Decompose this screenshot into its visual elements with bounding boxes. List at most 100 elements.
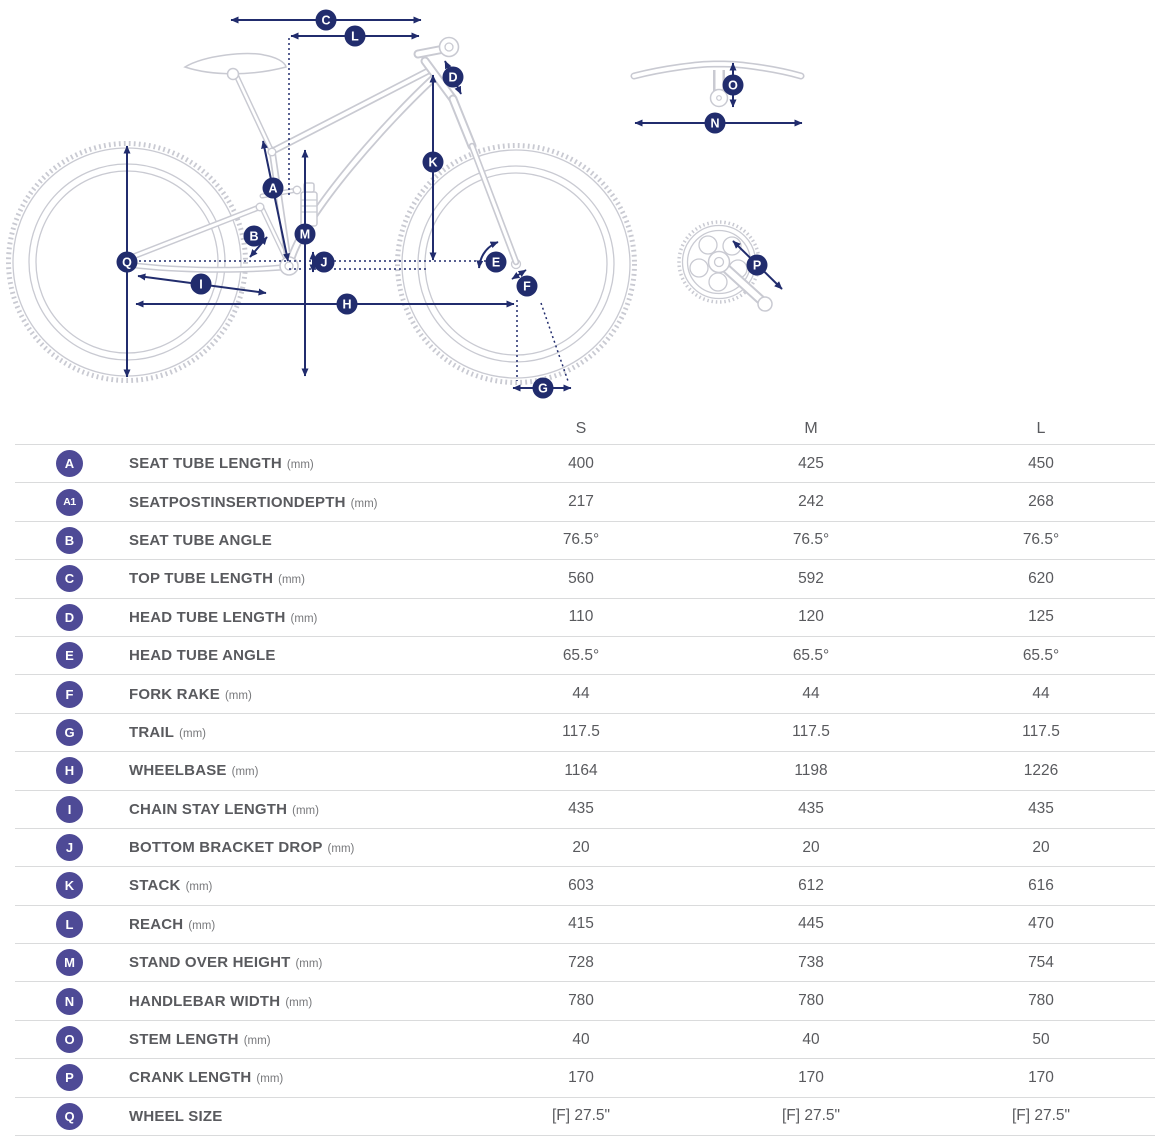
diagram-badges: C L D A B M J K Q I H E F G O N P xyxy=(116,9,768,399)
svg-text:Q: Q xyxy=(122,256,132,270)
table-row: J BOTTOM BRACKET DROP (mm) 20 20 20 xyxy=(15,827,1155,866)
diagram-badge-n: N xyxy=(704,112,726,134)
row-label: HEAD TUBE LENGTH xyxy=(129,608,286,626)
row-value-l: 754 xyxy=(1028,953,1054,971)
row-value-m: 445 xyxy=(798,915,824,933)
row-value-l: 616 xyxy=(1028,876,1054,894)
svg-text:G: G xyxy=(538,382,548,396)
diagram-badge-b: B xyxy=(243,225,265,247)
row-label: WHEEL SIZE xyxy=(129,1107,223,1125)
row-value-m: 44 xyxy=(802,685,820,703)
row-letter-badge: B xyxy=(56,526,83,554)
row-value-m: 435 xyxy=(798,800,824,818)
diagram-badge-g: G xyxy=(532,377,554,399)
row-label: BOTTOM BRACKET DROP xyxy=(129,839,323,857)
row-value-l: 620 xyxy=(1028,569,1054,587)
row-letter-badge: J xyxy=(56,834,83,862)
row-letter-badge: A1 xyxy=(56,488,83,516)
row-label: CHAIN STAY LENGTH xyxy=(129,800,288,818)
row-value-l: 1226 xyxy=(1023,761,1059,779)
table-row: P CRANK LENGTH (mm) 170 170 170 xyxy=(15,1058,1155,1096)
svg-text:N: N xyxy=(710,117,719,131)
svg-text:E: E xyxy=(492,256,500,270)
diagram-badge-i: I xyxy=(190,273,212,295)
table-bottom-line xyxy=(15,1135,1155,1137)
svg-text:M: M xyxy=(300,228,310,242)
row-unit: (mm) xyxy=(327,843,355,856)
row-label: FORK RAKE xyxy=(129,685,220,703)
handlebar-top-view xyxy=(630,60,805,108)
row-unit: (mm) xyxy=(243,1035,271,1048)
row-value-m: 780 xyxy=(798,992,824,1010)
row-unit: (mm) xyxy=(295,958,323,971)
diagram-badge-j: J xyxy=(313,251,335,273)
row-value-l: 470 xyxy=(1028,915,1054,933)
diagram-badge-a: A xyxy=(262,177,284,199)
row-letter-badge: N xyxy=(56,987,83,1015)
row-value-l: 76.5° xyxy=(1022,531,1060,549)
row-value-s: [F] 27.5" xyxy=(551,1107,611,1125)
arc-seat-angle-b xyxy=(249,236,268,258)
row-label: WHEELBASE xyxy=(129,762,227,780)
row-value-m: 20 xyxy=(802,838,820,856)
row-unit: (mm) xyxy=(185,881,213,894)
svg-text:B: B xyxy=(249,230,258,244)
table-row: E HEAD TUBE ANGLE 65.5° 65.5° 65.5° xyxy=(15,635,1155,674)
table-row: C TOP TUBE LENGTH (mm) 560 592 620 xyxy=(15,559,1155,597)
svg-text:P: P xyxy=(753,259,761,273)
table-row: L REACH (mm) 415 445 470 xyxy=(15,904,1155,943)
row-value-m: 40 xyxy=(802,1030,820,1048)
svg-text:F: F xyxy=(523,280,531,294)
geometry-table: S M L A SEAT TUBE LENGTH (mm) 400 425 45… xyxy=(15,413,1155,1137)
row-value-m: 65.5° xyxy=(792,646,830,664)
row-label: SEATPOSTINSERTIONDEPTH xyxy=(129,493,346,511)
diagram-badge-h: H xyxy=(336,293,358,315)
row-value-s: 44 xyxy=(572,685,590,703)
row-value-s: 560 xyxy=(568,569,594,587)
arrow-fork-rake-f xyxy=(511,269,527,280)
row-label: TOP TUBE LENGTH xyxy=(129,570,274,588)
row-unit: (mm) xyxy=(278,574,305,587)
row-value-s: 20 xyxy=(572,838,590,856)
row-unit: (mm) xyxy=(290,612,318,625)
row-unit: (mm) xyxy=(224,689,252,702)
row-unit: (mm) xyxy=(292,804,319,817)
diagram-badge-c: C xyxy=(315,9,337,31)
row-letter-badge: L xyxy=(56,910,83,938)
row-value-s: 1164 xyxy=(564,761,598,779)
row-letter-badge: G xyxy=(56,718,83,746)
row-letter-badge: D xyxy=(56,603,83,631)
row-value-m: 612 xyxy=(798,876,824,894)
row-value-s: 400 xyxy=(568,454,594,472)
table-row: Q WHEEL SIZE [F] 27.5" [F] 27.5" [F] 27.… xyxy=(15,1096,1155,1135)
table-row: O STEM LENGTH (mm) 40 40 50 xyxy=(15,1019,1155,1058)
row-value-m: 120 xyxy=(798,608,824,626)
row-letter-badge: P xyxy=(56,1064,83,1092)
frame xyxy=(128,44,520,273)
diagram-badge-f: F xyxy=(516,275,538,297)
table-row: N HANDLEBAR WIDTH (mm) 780 780 780 xyxy=(15,981,1155,1019)
table-row: M STAND OVER HEIGHT (mm) 728 738 754 xyxy=(15,943,1155,981)
svg-text:I: I xyxy=(199,278,202,292)
table-row: F FORK RAKE (mm) 44 44 44 xyxy=(15,674,1155,712)
row-value-l: 170 xyxy=(1028,1068,1054,1086)
row-value-l: 44 xyxy=(1032,685,1050,703)
svg-text:J: J xyxy=(321,256,328,270)
row-value-s: 76.5° xyxy=(562,531,600,549)
svg-text:H: H xyxy=(342,298,351,312)
row-label: HANDLEBAR WIDTH xyxy=(129,992,281,1010)
diagram-badge-e: E xyxy=(485,251,507,273)
row-label: CRANK LENGTH xyxy=(129,1069,252,1087)
bike-geometry-diagram: C L D A B M J K Q I H E F G O N P xyxy=(0,0,1169,413)
row-value-l: 125 xyxy=(1028,608,1054,626)
row-value-l: [F] 27.5" xyxy=(1011,1107,1071,1125)
svg-text:O: O xyxy=(728,79,738,93)
row-value-l: 780 xyxy=(1028,992,1054,1010)
row-label: TRAIL xyxy=(129,723,175,741)
row-letter-badge: Q xyxy=(56,1102,83,1130)
row-unit: (mm) xyxy=(286,459,314,472)
row-unit: (mm) xyxy=(285,996,313,1009)
row-letter-badge: I xyxy=(56,795,83,823)
diagram-badge-q: Q xyxy=(116,251,138,273)
